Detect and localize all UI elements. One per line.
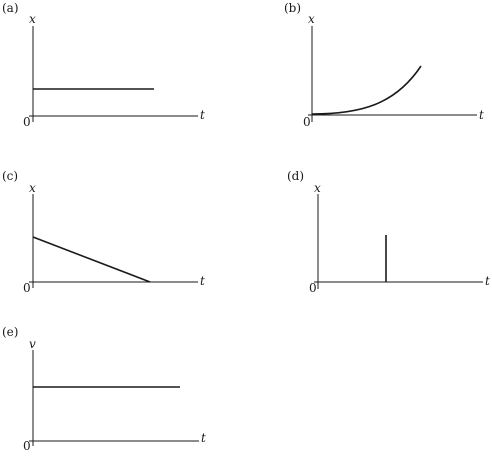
panel-d-x-axis-label: t — [485, 274, 490, 288]
panel-c: (c) x t 0 — [2, 169, 205, 295]
panel-e-origin-label: 0 — [23, 439, 31, 453]
panel-e-x-axis-label: t — [201, 431, 206, 445]
panel-b-y-axis-label: x — [308, 12, 315, 26]
panel-a-x-axis-label: t — [200, 108, 205, 122]
panel-e-label: (e) — [2, 325, 18, 339]
panel-b-origin-label: 0 — [303, 115, 311, 129]
panel-b: (b) x t 0 — [284, 1, 484, 129]
panel-d-y-axis-label: x — [314, 181, 321, 195]
panel-a-label: (a) — [2, 1, 19, 15]
panel-c-label: (c) — [2, 169, 18, 183]
panel-b-x-axis-label: t — [479, 108, 484, 122]
panel-d: (d) x t 0 — [287, 169, 490, 295]
panel-d-origin-label: 0 — [309, 281, 317, 295]
panel-b-exponential-curve — [311, 65, 422, 115]
panel-c-decreasing-line — [32, 236, 151, 283]
panel-c-y-axis-label: x — [29, 181, 36, 195]
panel-e-y-axis-label: v — [29, 337, 36, 351]
panel-a-y-axis-label: x — [29, 12, 36, 26]
panel-b-label: (b) — [284, 1, 301, 15]
panel-e: (e) v t 0 — [2, 325, 206, 453]
panel-d-label: (d) — [287, 169, 304, 183]
panel-c-origin-label: 0 — [23, 281, 31, 295]
panel-a-origin-label: 0 — [23, 115, 31, 129]
panel-c-x-axis-label: t — [200, 274, 205, 288]
panel-a: (a) x t 0 — [2, 1, 205, 129]
